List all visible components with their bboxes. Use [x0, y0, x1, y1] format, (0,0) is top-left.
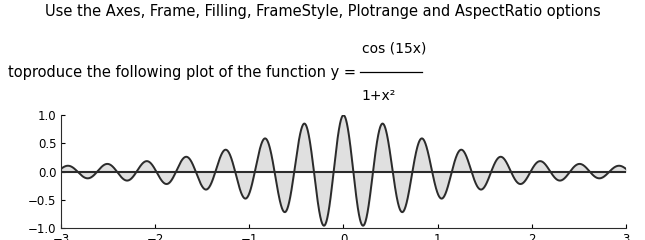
Text: toproduce the following plot of the function y =: toproduce the following plot of the func…: [8, 65, 361, 79]
Text: cos (15x): cos (15x): [362, 41, 426, 55]
Text: 1+x²: 1+x²: [362, 89, 396, 103]
Text: Use the Axes, Frame, Filling, FrameStyle, Plotrange and AspectRatio options: Use the Axes, Frame, Filling, FrameStyle…: [45, 4, 600, 19]
